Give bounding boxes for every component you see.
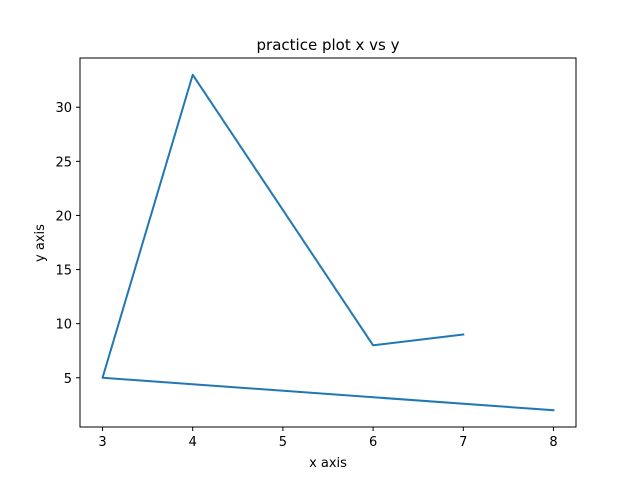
chart-title: practice plot x vs y [257,36,400,54]
x-tick-label: 5 [279,435,287,450]
y-axis: 5 10 15 20 25 30 [55,101,80,387]
x-tick-label: 4 [189,435,197,450]
plot-area [79,57,577,428]
x-tick-label: 7 [459,435,467,450]
y-tick-label: 30 [55,101,72,116]
x-tick-label: 3 [98,435,106,450]
series-line-0 [101,73,555,412]
y-tick-label: 10 [55,318,72,333]
x-tick-label: 8 [549,435,557,450]
y-tick-label: 25 [55,155,72,170]
y-axis-label: y axis [33,224,48,262]
axes-frame [79,57,577,428]
y-tick-label: 20 [55,209,72,224]
x-tick-label: 6 [369,435,377,450]
x-axis: 3 4 5 6 7 8 [98,427,558,450]
x-axis-label: x axis [309,456,347,471]
y-tick-label: 5 [64,372,72,387]
y-tick-label: 15 [55,264,72,279]
